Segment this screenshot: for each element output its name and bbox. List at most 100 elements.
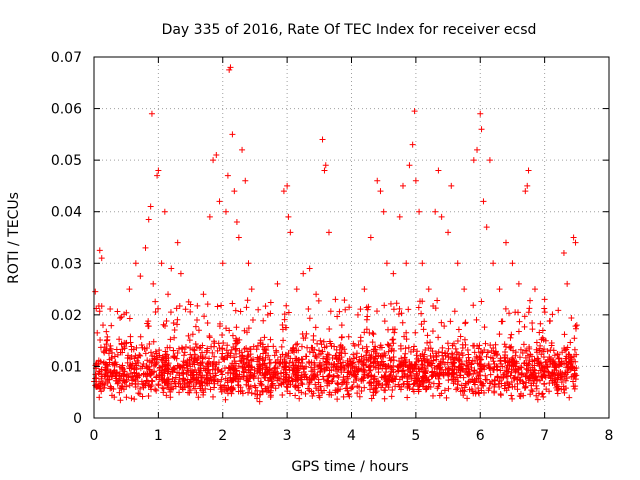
data-point [232, 335, 239, 342]
data-point [529, 326, 536, 333]
data-point [433, 366, 440, 373]
data-point [459, 345, 466, 352]
data-point [572, 323, 579, 330]
data-point [541, 305, 548, 312]
data-point [181, 377, 188, 384]
data-point [248, 357, 255, 364]
data-point [487, 380, 494, 387]
data-point [357, 306, 364, 313]
data-point [448, 182, 455, 189]
data-point [452, 345, 459, 352]
data-point [346, 304, 353, 311]
data-point [277, 370, 284, 377]
data-point [271, 364, 278, 371]
data-point [232, 307, 239, 314]
data-point [276, 360, 283, 367]
data-point [152, 298, 159, 305]
data-point [435, 167, 442, 174]
data-point [357, 334, 364, 341]
data-point [237, 308, 244, 315]
data-point [132, 383, 139, 390]
data-point [245, 389, 252, 396]
data-point [166, 344, 173, 351]
data-point [193, 389, 200, 396]
data-point [481, 389, 488, 396]
data-point [563, 355, 570, 362]
data-point [293, 286, 300, 293]
data-point [395, 367, 402, 374]
data-point [396, 305, 403, 312]
data-point [406, 368, 413, 375]
data-point [334, 388, 341, 395]
data-point [438, 213, 445, 220]
data-point [463, 365, 470, 372]
data-point [386, 342, 393, 349]
data-point [200, 391, 207, 398]
data-point [160, 321, 167, 328]
data-point [220, 340, 227, 347]
data-point [354, 383, 361, 390]
data-point [229, 131, 236, 138]
data-point [218, 376, 225, 383]
data-point [303, 353, 310, 360]
data-point [471, 357, 478, 364]
data-point [182, 344, 189, 351]
data-point [475, 385, 482, 392]
data-point [285, 213, 292, 220]
data-point [522, 384, 529, 391]
data-point [259, 387, 266, 394]
data-point [521, 359, 528, 366]
data-point [159, 384, 166, 391]
data-point [460, 374, 467, 381]
data-point [409, 141, 416, 148]
data-point [159, 357, 166, 364]
y-tick-labels: 0 0.01 0.02 0.03 0.04 0.05 0.06 0.07 [51, 50, 82, 427]
data-point [187, 351, 194, 358]
data-point [369, 339, 376, 346]
data-point [173, 305, 180, 312]
data-point [283, 324, 290, 331]
data-point [214, 377, 221, 384]
data-point [187, 378, 194, 385]
data-point [422, 347, 429, 354]
data-point [373, 308, 380, 315]
data-point [165, 378, 172, 385]
data-point [363, 356, 370, 363]
data-point [486, 157, 493, 164]
data-point [322, 162, 329, 169]
data-point [445, 385, 452, 392]
data-point [361, 371, 368, 378]
data-point [509, 358, 516, 365]
data-point [385, 381, 392, 388]
data-point [324, 377, 331, 384]
data-point [517, 377, 524, 384]
data-point [422, 386, 429, 393]
data-point [539, 327, 546, 334]
data-point [121, 378, 128, 385]
data-point [246, 385, 253, 392]
data-point [561, 389, 568, 396]
data-point [492, 341, 499, 348]
data-point [218, 354, 225, 361]
data-point [114, 308, 121, 315]
data-point [142, 371, 149, 378]
data-point [384, 377, 391, 384]
data-point [137, 273, 144, 280]
data-point [197, 383, 204, 390]
data-point [501, 357, 508, 364]
data-point [328, 392, 335, 399]
data-point [390, 354, 397, 361]
data-point [430, 302, 437, 309]
data-point [572, 325, 579, 332]
data-point [262, 371, 269, 378]
data-point [385, 342, 392, 349]
data-point [159, 372, 166, 379]
data-point [331, 343, 338, 350]
data-point [505, 384, 512, 391]
data-point [444, 340, 451, 347]
data-point [420, 375, 427, 382]
data-point [555, 355, 562, 362]
data-point [502, 351, 509, 358]
data-point [107, 305, 114, 312]
data-point [353, 375, 360, 382]
